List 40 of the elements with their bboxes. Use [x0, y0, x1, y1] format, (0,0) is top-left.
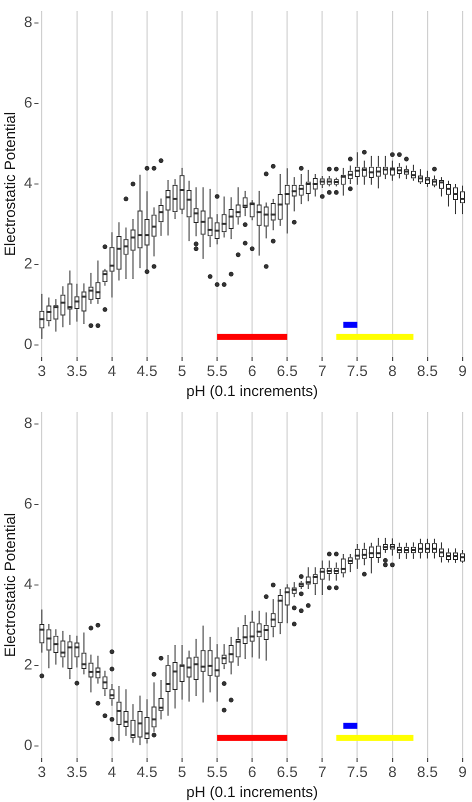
x-tick-label: 7.5 — [346, 764, 368, 782]
x-axis-title: pH (0.1 increments) — [186, 784, 318, 802]
x-tick-label: 6.5 — [276, 363, 298, 380]
x-tick-label: 6 — [248, 764, 256, 782]
x-tick-label: 3 — [38, 363, 46, 380]
y-tick-label: 6 — [24, 496, 32, 513]
x-tick-label: 6 — [248, 363, 256, 380]
x-tick-label: 5 — [178, 363, 186, 380]
x-tick-label: 7.5 — [346, 363, 368, 380]
x-tick-label: 6.5 — [276, 764, 298, 782]
x-tick-label: 5 — [178, 764, 186, 782]
y-axis-title: Electrostatic Potential — [2, 112, 20, 256]
x-tick-label: 4.5 — [136, 363, 158, 380]
y-axis-title: Electrostatic Potential — [2, 512, 20, 658]
x-tick-label: 3.5 — [66, 363, 88, 380]
x-tick-label: 4 — [108, 363, 116, 380]
x-tick-label: 9 — [458, 764, 467, 782]
x-tick-label: 8 — [388, 363, 397, 380]
x-tick-label: 4 — [108, 764, 116, 782]
y-tick-label: 4 — [24, 175, 32, 192]
y-tick-label: 2 — [24, 656, 32, 674]
x-tick-label: 3 — [38, 764, 46, 782]
x-tick-label: 3.5 — [66, 764, 88, 782]
x-tick-label: 7 — [318, 764, 326, 782]
x-tick-label: 5.5 — [206, 764, 228, 782]
x-tick-label: 8 — [388, 764, 397, 782]
y-tick-label: 0 — [24, 737, 32, 754]
x-tick-label: 5.5 — [206, 363, 228, 380]
x-tick-label: 7 — [318, 363, 326, 380]
y-tick-label: 2 — [24, 256, 32, 273]
x-axis-title: pH (0.1 increments) — [186, 383, 318, 400]
x-tick-label: 9 — [458, 363, 467, 380]
x-tick-label: 4.5 — [136, 764, 158, 782]
y-tick-label: 0 — [24, 336, 32, 354]
y-tick-label: 6 — [24, 94, 32, 112]
y-tick-label: 8 — [24, 415, 32, 432]
x-tick-label: 8.5 — [417, 363, 438, 380]
y-tick-label: 4 — [24, 576, 32, 594]
x-tick-label: 8.5 — [417, 764, 438, 782]
y-tick-label: 8 — [24, 14, 32, 32]
